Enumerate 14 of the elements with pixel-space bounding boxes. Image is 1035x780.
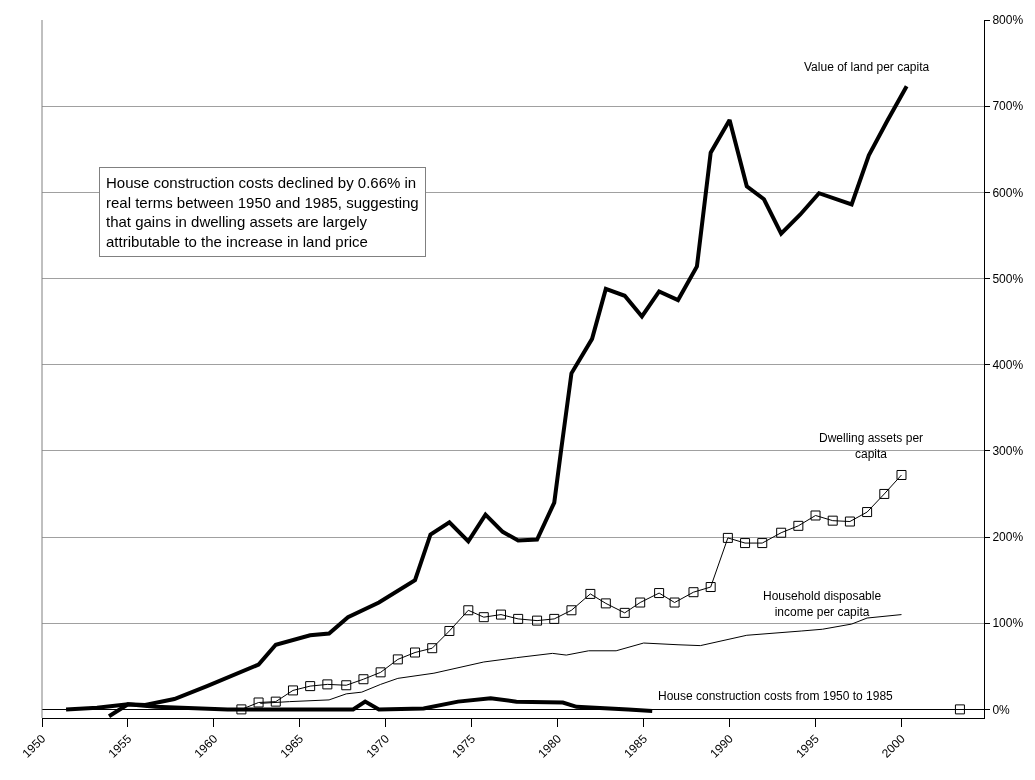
y-tick-label: 500% bbox=[992, 271, 1024, 286]
y-tick-label: 200% bbox=[992, 530, 1024, 545]
y-tick-label: 0% bbox=[992, 702, 1011, 717]
y-tick-label: 600% bbox=[992, 185, 1024, 200]
text: Value of land per capita bbox=[804, 60, 930, 74]
series-label: Household disposable income per capita bbox=[763, 589, 882, 619]
y-tick-label: 100% bbox=[992, 616, 1024, 631]
y-tick-label: 800% bbox=[992, 13, 1024, 28]
series-label: House construction costs from 1950 to 1985 bbox=[658, 689, 894, 703]
y-tick-label: 700% bbox=[992, 99, 1024, 114]
annotation: House construction costs declined by 0.66% in real terms between 1950 and 1985, suggesting that gains in dwelling assets are largely attributable to the increase in land price bbox=[106, 174, 419, 250]
y-tick-label: 300% bbox=[992, 444, 1024, 459]
series-label: Dwelling assets per capita bbox=[819, 431, 924, 461]
y-tick-label: 400% bbox=[992, 357, 1024, 372]
